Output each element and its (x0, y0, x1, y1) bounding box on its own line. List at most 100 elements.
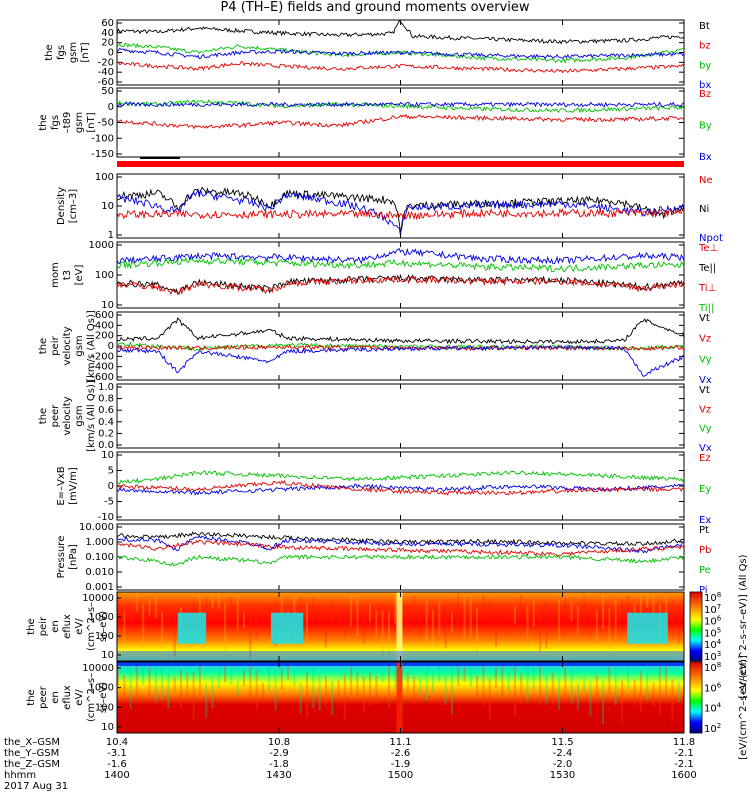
spectrogram-streak (154, 663, 157, 702)
y-axis-label: [km/s (All Qs)] (86, 310, 97, 382)
y-axis-label: fgs (56, 45, 67, 60)
y-tick-label: 0 (108, 48, 114, 59)
spectrogram-streak (677, 605, 680, 644)
spectrogram-streak (356, 672, 359, 697)
y-axis-label: gsm (74, 335, 85, 356)
spectrogram-streak (539, 606, 542, 653)
spectrogram-streak (406, 606, 409, 632)
spectrogram-cyan-band (177, 612, 207, 644)
y-tick-label: 0.4 (98, 417, 114, 428)
spectrogram-streak (627, 664, 630, 690)
series-line-blue (116, 101, 685, 108)
y-axis-label: fgs (50, 115, 61, 130)
date-label: 2017 Aug 31 (4, 781, 68, 792)
spectrogram-streak (356, 596, 359, 636)
y-tick-label: 0.2 (98, 428, 114, 439)
spectrogram-streak (488, 600, 491, 632)
footer-value: 1500 (388, 770, 413, 781)
y-axis-label: peir (50, 335, 61, 355)
footer-value: 11.1 (389, 737, 411, 748)
spectrogram-cyan-band (270, 612, 304, 644)
spectrogram-streak (217, 666, 220, 688)
legend-entry: Vx (699, 375, 712, 386)
spectrogram-streak (413, 595, 416, 614)
spectrogram-streak (432, 609, 434, 646)
spectrogram-streak (230, 665, 233, 686)
footer-value: -2.4 (553, 748, 573, 759)
y-axis-label: the (38, 338, 49, 354)
colorbar-tick: 108 (704, 661, 721, 674)
y-axis-label: the (26, 689, 37, 705)
y-axis-label: [cm–3] (68, 189, 79, 224)
spectrogram-streak (444, 601, 447, 649)
y-tick-label: 0 (108, 102, 114, 113)
spectrogram-streak (425, 600, 428, 648)
footer-value: -2.1 (674, 748, 694, 759)
footer-value: -2.6 (391, 748, 411, 759)
spectrogram-streak (324, 676, 327, 707)
y-axis-label: –t89 (62, 112, 73, 134)
panel-frame (116, 311, 685, 381)
spectrogram-streak (646, 672, 649, 701)
y-tick-label: 20 (101, 38, 114, 49)
spectrogram-streak (192, 672, 195, 721)
y-axis-label: eflux (62, 614, 73, 639)
spectrogram-streak (602, 680, 605, 724)
spectrogram-streak (488, 678, 491, 719)
y-axis-label: t3 (62, 270, 73, 280)
y-tick-label: 0.8 (98, 394, 114, 405)
spectrogram-streak (369, 604, 371, 623)
spectrogram-streak (438, 601, 441, 637)
series-line-green (116, 553, 685, 567)
series-line-black (116, 531, 685, 547)
y-axis-label: velocity (62, 396, 73, 435)
spectrogram-streak (306, 672, 308, 718)
legend-entry: bx (699, 80, 711, 91)
spectrogram-streak (236, 595, 239, 630)
y-tick-label: 10 (101, 650, 114, 661)
spectrogram-streak (658, 666, 661, 715)
spectrogram-streak (318, 673, 321, 711)
series-line-green (116, 469, 685, 485)
y-axis-label: eV/ (74, 689, 85, 706)
spectrogram-streak (186, 672, 189, 701)
spectrogram-streak (261, 682, 264, 699)
panel-efield: 10 5 0 -5 -10 E=–VxB [mV/m] Ez Ey Ex (56, 450, 711, 526)
spectrogram-streak (602, 594, 605, 629)
legend-entry: Bz (699, 89, 711, 100)
spectrogram-streak (375, 675, 378, 704)
y-tick-label: 10 (101, 300, 114, 311)
series-line-blue (116, 47, 685, 60)
spectrogram-streak (576, 682, 579, 710)
y-tick-label: 10000 (82, 593, 114, 604)
panel-density: 100 10 1 Density [cm–3] Ne Ni Npot (56, 172, 723, 244)
spectrogram-streak (520, 673, 523, 705)
spectrogram-streak (595, 610, 598, 642)
legend-entry: Ti⊥ (698, 283, 716, 294)
y-axis-label: en (50, 620, 61, 633)
legend-entry: by (699, 60, 711, 71)
spectrogram-streak (570, 670, 573, 704)
legend-entry: Ni (699, 204, 709, 215)
spectrogram-streak (507, 602, 510, 635)
y-tick-label: 200 (95, 331, 114, 342)
spectrogram-streak (167, 607, 170, 632)
spectrogram-streak (444, 675, 447, 705)
spectrogram-streak (394, 669, 397, 690)
y-axis-label: the (26, 618, 37, 634)
y-axis-label: [nT] (80, 42, 91, 62)
spectrogram-streak (526, 665, 529, 703)
spectrogram-strip (396, 662, 403, 733)
y-tick-label: -5 (104, 497, 114, 508)
y-axis-label: en (50, 691, 61, 704)
spectrogram-streak (482, 594, 485, 613)
spectrogram-streak (457, 663, 460, 686)
spectrogram-streak (501, 610, 504, 629)
legend-entry: Pb (699, 545, 711, 556)
y-axis-label: gsm (68, 42, 79, 63)
y-tick-label: -60 (98, 77, 114, 88)
y-tick-label: -100 (91, 133, 114, 144)
spectrogram-streak (463, 667, 466, 682)
spectrogram-streak (268, 666, 271, 691)
spectrogram-streak (205, 598, 208, 628)
